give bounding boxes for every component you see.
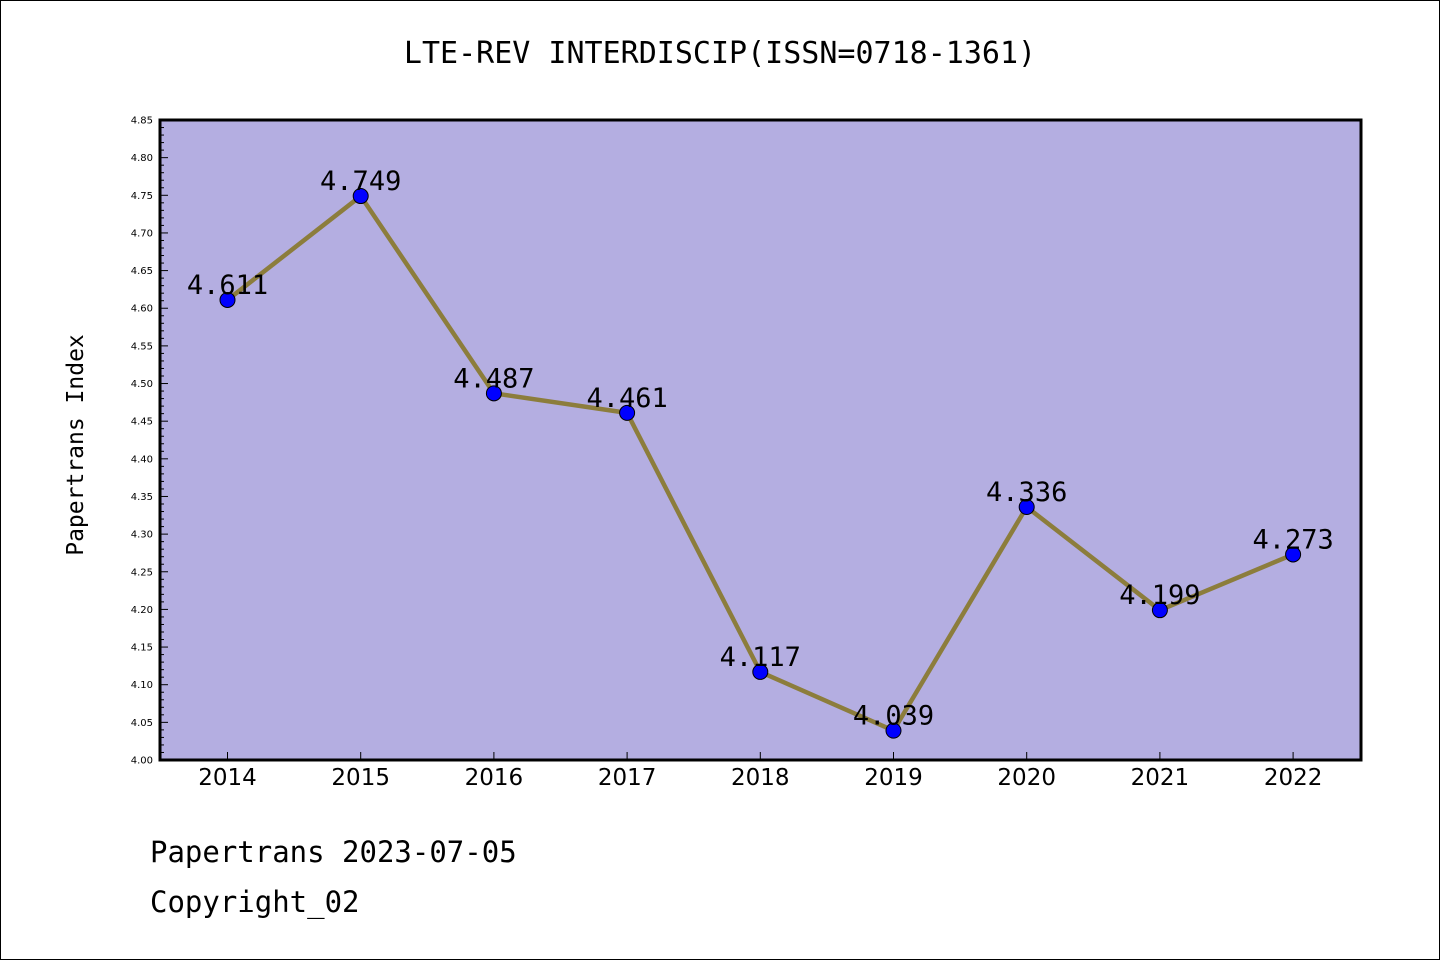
data-label: 4.199 — [1119, 580, 1200, 611]
data-point — [1285, 546, 1302, 563]
x-tick-label: 2021 — [1131, 765, 1190, 791]
plot-area — [160, 120, 1361, 760]
data-label: 4.611 — [187, 270, 268, 301]
x-tick-label: 2017 — [598, 765, 657, 791]
y-tick-label: 4.75 — [131, 191, 153, 202]
series-group: 4.611 4.749 4.487 4.461 4.117 4.039 4.336 4.199… — [187, 166, 1334, 739]
y-tick-label: 4.70 — [131, 228, 153, 239]
y-tick-label: 4.60 — [131, 304, 153, 315]
data-label: 4.336 — [986, 477, 1067, 508]
x-tick-label: 2014 — [198, 765, 257, 791]
y-tick-label: 4.25 — [131, 567, 153, 578]
data-point — [485, 385, 502, 402]
data-label: 4.749 — [320, 166, 401, 197]
data-point — [1151, 602, 1168, 619]
y-tick-label: 4.05 — [131, 718, 153, 729]
x-tick-label: 2015 — [331, 765, 390, 791]
y-tick-label: 4.20 — [131, 605, 153, 616]
y-tick-label: 4.85 — [131, 116, 153, 127]
data-point — [1018, 499, 1035, 516]
x-tick-label: 2016 — [465, 765, 524, 791]
x-tick-label: 2019 — [864, 765, 923, 791]
y-tick-label: 4.00 — [131, 756, 153, 767]
y-tick-label: 4.45 — [131, 417, 153, 428]
y-tick-label: 4.15 — [131, 643, 153, 654]
data-point — [219, 291, 236, 308]
x-tick-label: 2018 — [731, 765, 790, 791]
data-label: 4.117 — [720, 642, 801, 673]
y-tick-label: 4.35 — [131, 492, 153, 503]
footer-date: Papertrans 2023-07-05 — [150, 835, 517, 869]
y-tick-label: 4.10 — [131, 680, 153, 691]
x-tick-label: 2022 — [1264, 765, 1323, 791]
plot-border — [158, 118, 1363, 762]
data-label: 4.487 — [453, 363, 534, 394]
y-tick-label: 4.40 — [131, 454, 153, 465]
y-tick-label: 4.50 — [131, 379, 153, 390]
y-tick-label: 4.65 — [131, 266, 153, 277]
x-axis-ticks: 2014 2015 2016 2017 2018 2019 2020 2021 2022 — [198, 752, 1322, 791]
data-point — [619, 404, 636, 421]
data-point — [885, 722, 902, 739]
x-tick-label: 2020 — [997, 765, 1056, 791]
data-point — [752, 663, 769, 680]
chart-title: LTE-REV INTERDISCIP(ISSN=0718-1361) — [403, 36, 1037, 71]
y-tick-label: 4.30 — [131, 530, 153, 541]
y-tick-label: 4.80 — [131, 153, 153, 164]
data-label: 4.039 — [853, 701, 934, 732]
data-label: 4.461 — [586, 383, 667, 414]
data-point — [352, 188, 369, 205]
footer-copyright: Copyright_02 — [150, 885, 360, 919]
y-tick-label: 4.55 — [131, 341, 153, 352]
data-label: 4.273 — [1252, 524, 1333, 555]
